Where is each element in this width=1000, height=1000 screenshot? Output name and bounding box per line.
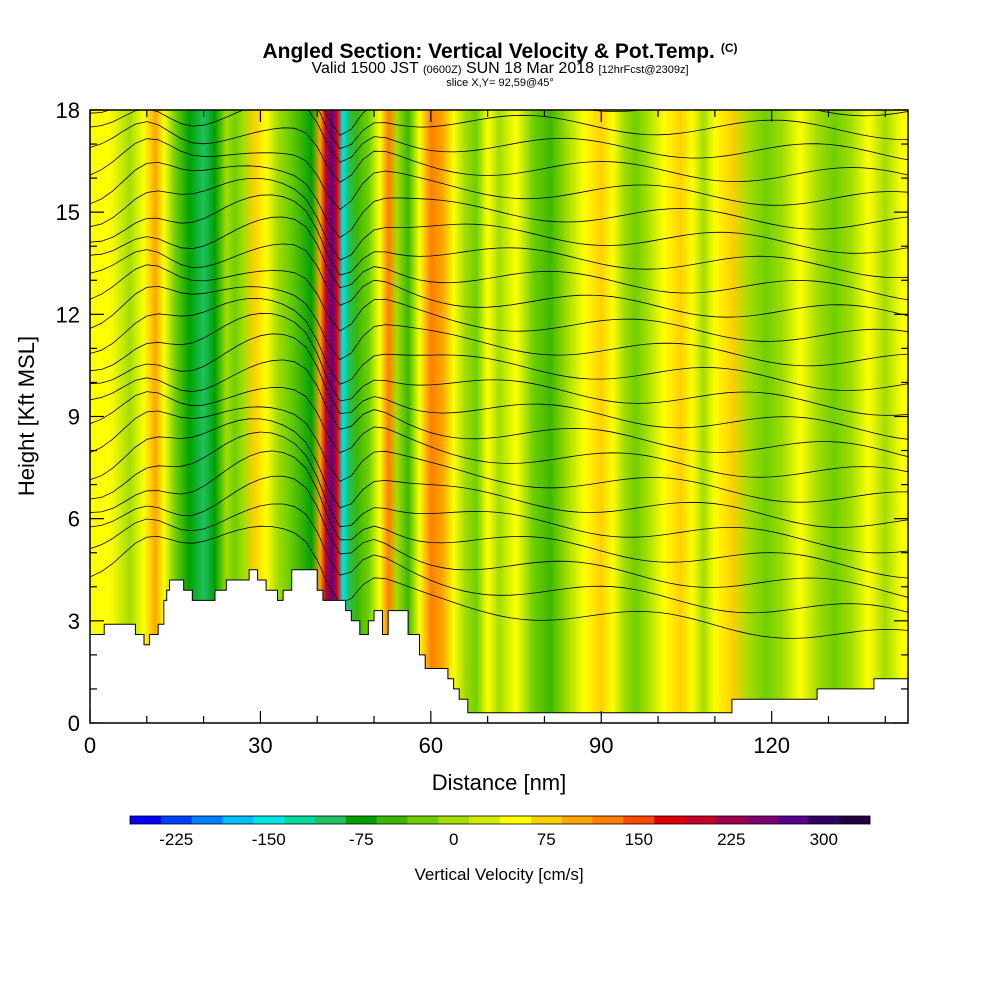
valid-utc: (0600Z) bbox=[422, 64, 462, 76]
colorbar-swatch bbox=[746, 816, 778, 824]
y-axis: 0 3 6 9 12 15 18 bbox=[56, 98, 908, 736]
colorbar: -225 -150 -75 0 75 150 225 300 bbox=[129, 815, 871, 849]
colorbar-swatch bbox=[839, 816, 871, 824]
isentrope-line bbox=[90, 243, 908, 318]
colorbar-swatch bbox=[654, 816, 686, 824]
colorbar-swatch bbox=[407, 816, 439, 824]
colorbar-tick-label: 75 bbox=[537, 830, 556, 849]
isentrope-line bbox=[90, 406, 908, 503]
isentrope-line bbox=[90, 387, 908, 478]
isentrope-contours bbox=[90, 110, 908, 639]
x-tick-label: 120 bbox=[753, 733, 790, 758]
valid-time: Valid 1500 JST bbox=[311, 60, 419, 77]
colorbar-swatch bbox=[469, 816, 501, 824]
colorbar-swatch bbox=[191, 816, 223, 824]
isentrope-line bbox=[90, 285, 908, 367]
isentrope-line bbox=[90, 121, 908, 183]
chart-title: Angled Section: Vertical Velocity & Pot.… bbox=[0, 36, 1000, 64]
slice-info: slice X,Y= 92,59@45° bbox=[446, 77, 554, 89]
isentrope-line bbox=[90, 161, 908, 239]
colorbar-swatch bbox=[685, 816, 717, 824]
colorbar-swatch bbox=[222, 816, 254, 824]
colorbar-swatch bbox=[623, 816, 655, 824]
forecast-info: [12hrFcst@2309z] bbox=[598, 64, 689, 76]
plot-area bbox=[89, 109, 909, 724]
colorbar-tick-label: 150 bbox=[625, 830, 653, 849]
colorbar-swatch bbox=[438, 816, 470, 824]
isentrope-line bbox=[90, 333, 908, 440]
x-tick-label: 60 bbox=[419, 733, 443, 758]
valid-date: SUN 18 Mar 2018 bbox=[465, 60, 595, 77]
colorbar-swatch bbox=[345, 816, 377, 824]
colorbar-swatch bbox=[376, 816, 408, 824]
colorbar-tick-label: -225 bbox=[159, 830, 193, 849]
colorbar-swatch bbox=[500, 816, 532, 824]
colorbar-swatch bbox=[530, 816, 562, 824]
colorbar-swatch bbox=[130, 816, 162, 824]
colorbar-swatch bbox=[253, 816, 285, 824]
colorbar-swatch bbox=[160, 816, 192, 824]
x-tick-label: 30 bbox=[248, 733, 272, 758]
isentrope-line bbox=[90, 216, 908, 301]
isentrope-line bbox=[90, 194, 908, 279]
colorbar-swatch bbox=[315, 816, 347, 824]
y-tick-label: 3 bbox=[68, 609, 80, 634]
isentrope-line bbox=[90, 110, 908, 163]
isentrope-line bbox=[90, 138, 908, 210]
x-axis: 0 30 60 90 120 bbox=[84, 110, 886, 758]
chart-title-text: Angled Section: Vertical Velocity & Pot.… bbox=[262, 40, 715, 63]
y-tick-label: 9 bbox=[68, 405, 80, 430]
isentrope-line bbox=[90, 418, 908, 528]
colorbar-swatch bbox=[777, 816, 809, 824]
terrain-mask bbox=[89, 569, 909, 724]
y-axis-label: Height [Kft MSL] bbox=[14, 336, 39, 496]
colorbar-swatch bbox=[561, 816, 593, 824]
isentrope-line bbox=[90, 312, 908, 416]
colorbar-tick-label: -75 bbox=[349, 830, 374, 849]
x-axis-label: Distance [nm] bbox=[432, 770, 567, 795]
chart-title-units: (C) bbox=[720, 41, 738, 55]
chart-subtitle: Valid 1500 JST (0600Z) SUN 18 Mar 2018 [… bbox=[0, 60, 1000, 79]
y-tick-label: 6 bbox=[68, 507, 80, 532]
x-tick-label: 0 bbox=[84, 733, 96, 758]
y-tick-label: 12 bbox=[56, 302, 80, 327]
colorbar-swatch bbox=[715, 816, 747, 824]
colorbar-label: Vertical Velocity [cm/s] bbox=[414, 865, 583, 884]
isentrope-line bbox=[90, 297, 908, 391]
colorbar-tick-label: 0 bbox=[449, 830, 458, 849]
colorbar-swatch bbox=[808, 816, 840, 824]
colorbar-swatch bbox=[284, 816, 316, 824]
colorbar-frame bbox=[129, 815, 871, 825]
isentrope-line bbox=[90, 503, 908, 614]
y-tick-label: 15 bbox=[56, 200, 80, 225]
isentrope-line bbox=[90, 431, 908, 554]
colorbar-tick-label: 225 bbox=[717, 830, 745, 849]
colorbar-tick-label: -150 bbox=[252, 830, 286, 849]
x-tick-label: 90 bbox=[589, 733, 613, 758]
y-tick-label: 0 bbox=[68, 711, 80, 736]
isentrope-line bbox=[90, 525, 908, 639]
isentrope-line bbox=[90, 359, 908, 458]
isentrope-line bbox=[90, 178, 908, 261]
isentrope-line bbox=[90, 475, 908, 598]
isentrope-line bbox=[90, 264, 908, 342]
y-tick-label: 18 bbox=[56, 98, 80, 123]
isentrope-line bbox=[90, 450, 908, 579]
colorbar-tick-label: 300 bbox=[810, 830, 838, 849]
colorbar-swatch bbox=[592, 816, 624, 824]
